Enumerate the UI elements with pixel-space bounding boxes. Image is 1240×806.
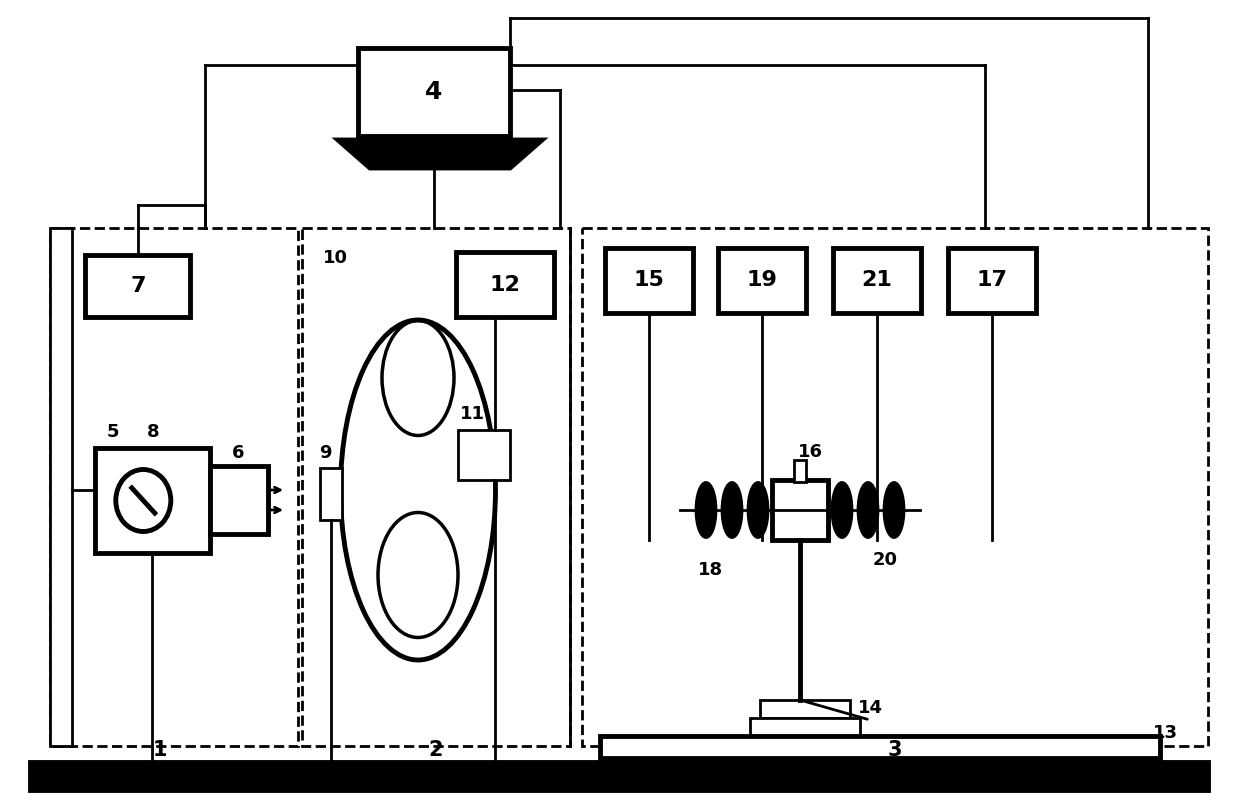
Text: 15: 15 [634, 270, 665, 290]
Bar [773, 480, 828, 540]
Text: 17: 17 [977, 270, 1007, 290]
Ellipse shape [696, 483, 715, 538]
Text: 21: 21 [862, 270, 893, 290]
Bar [50, 228, 298, 746]
Text: 3: 3 [888, 740, 903, 760]
Bar [458, 430, 510, 480]
Text: 2: 2 [429, 740, 443, 760]
Bar [30, 762, 1208, 790]
Text: 10: 10 [322, 249, 347, 267]
Bar [760, 700, 849, 718]
Bar [303, 228, 570, 746]
Ellipse shape [858, 483, 878, 538]
Bar [794, 460, 806, 482]
Text: 8: 8 [146, 423, 159, 441]
Text: 12: 12 [490, 275, 521, 295]
Text: 7: 7 [130, 276, 146, 296]
Bar [949, 248, 1035, 313]
Text: 19: 19 [746, 270, 777, 290]
Bar [582, 228, 1208, 746]
Text: 13: 13 [1152, 724, 1178, 742]
Bar [718, 248, 806, 313]
Bar [833, 248, 921, 313]
Text: 11: 11 [460, 405, 485, 423]
Ellipse shape [884, 483, 904, 538]
Bar [320, 468, 342, 520]
Text: 14: 14 [858, 699, 883, 717]
Ellipse shape [748, 483, 768, 538]
Ellipse shape [722, 483, 742, 538]
Bar [600, 736, 1159, 758]
Text: 18: 18 [697, 561, 723, 579]
Polygon shape [339, 140, 542, 168]
Text: 4: 4 [425, 80, 443, 104]
Bar [86, 255, 190, 317]
Bar [750, 718, 861, 736]
Bar [50, 228, 72, 746]
Ellipse shape [832, 483, 852, 538]
Bar [358, 48, 510, 136]
Bar [95, 448, 210, 553]
Bar [210, 466, 268, 534]
Text: 6: 6 [232, 444, 244, 462]
Text: 9: 9 [319, 444, 331, 462]
Text: 1: 1 [153, 740, 167, 760]
Text: 5: 5 [107, 423, 119, 441]
Text: 20: 20 [873, 551, 898, 569]
Text: 16: 16 [797, 443, 822, 461]
Bar [456, 252, 554, 317]
Bar [605, 248, 693, 313]
